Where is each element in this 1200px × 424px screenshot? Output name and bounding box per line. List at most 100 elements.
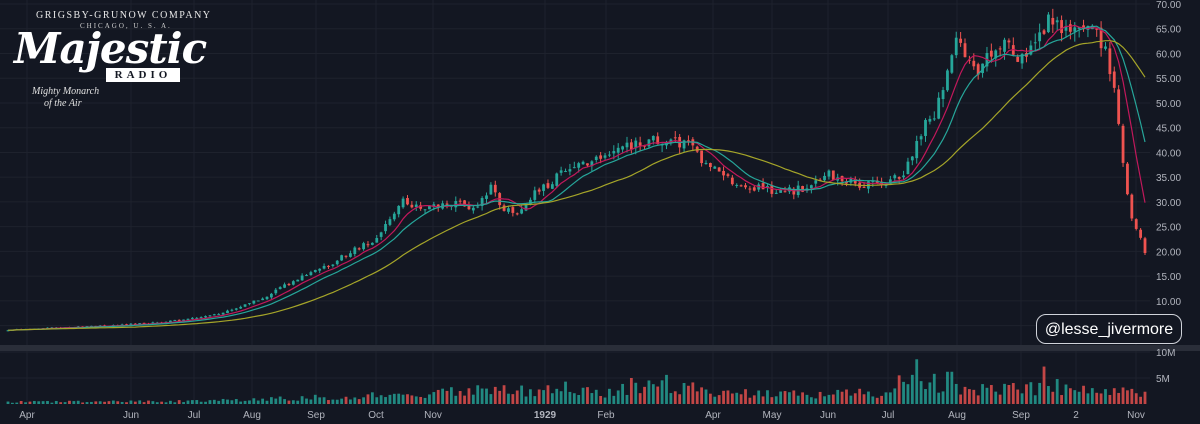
candle-body bbox=[752, 187, 756, 191]
volume-bar bbox=[221, 398, 225, 404]
candle-body bbox=[625, 142, 629, 148]
volume-bar bbox=[766, 390, 769, 404]
volume-bar bbox=[1047, 386, 1050, 404]
candle-body bbox=[924, 119, 927, 136]
volume-axis[interactable]: 10M 5M bbox=[1156, 348, 1175, 385]
candle-body bbox=[309, 272, 313, 276]
volume-bar bbox=[853, 393, 857, 404]
pane-separator[interactable] bbox=[0, 345, 1200, 351]
volume-bar bbox=[76, 400, 80, 404]
volume-bar bbox=[884, 392, 888, 404]
candle-body bbox=[779, 189, 783, 193]
volume-bar bbox=[915, 359, 919, 404]
volume-bar bbox=[994, 391, 998, 404]
time-tick-label: Jul bbox=[882, 410, 895, 421]
volume-bar bbox=[291, 400, 295, 404]
candle-body bbox=[379, 232, 383, 237]
volume-bar bbox=[1104, 389, 1107, 404]
volume-bar bbox=[274, 398, 278, 404]
volume-bar bbox=[546, 385, 550, 404]
volume-bar bbox=[1126, 390, 1129, 404]
candle-body bbox=[1029, 45, 1033, 55]
volume-bar bbox=[897, 375, 901, 404]
volume-bar bbox=[98, 401, 102, 404]
volume-bar bbox=[1143, 391, 1147, 404]
candle-body bbox=[801, 186, 804, 192]
candle-body bbox=[748, 188, 752, 190]
volume-bar bbox=[616, 390, 620, 404]
volume-bar bbox=[1029, 382, 1033, 404]
candle-body bbox=[313, 270, 317, 273]
price-tick-label: 45.00 bbox=[1156, 124, 1181, 135]
candle-body bbox=[739, 185, 743, 187]
candle-body bbox=[638, 142, 642, 146]
volume-bar bbox=[608, 388, 611, 404]
volume-bar bbox=[252, 398, 256, 404]
price-tick-label: 15.00 bbox=[1156, 272, 1181, 283]
volume-bar bbox=[265, 400, 269, 404]
candle-body bbox=[682, 140, 686, 149]
volume-bar bbox=[1121, 387, 1125, 404]
candle-body bbox=[599, 155, 603, 159]
volume-bar bbox=[335, 399, 339, 404]
candle-body bbox=[432, 204, 436, 207]
candle-body bbox=[283, 284, 286, 288]
volume-bar bbox=[700, 387, 704, 404]
volume-bar bbox=[555, 388, 559, 404]
volume-bar bbox=[1077, 391, 1081, 404]
price-tick-label: 70.00 bbox=[1156, 0, 1181, 11]
volume-bar bbox=[586, 387, 589, 404]
candle-body bbox=[888, 179, 892, 184]
price-tick-label: 40.00 bbox=[1156, 148, 1181, 159]
time-tick-label: Apr bbox=[19, 410, 35, 421]
volume-bar bbox=[463, 395, 466, 404]
volume-bar bbox=[230, 400, 234, 404]
time-axis[interactable]: Apr Jun Jul Aug Sep Oct Nov 1929 Feb Apr May Jun Jul… bbox=[19, 410, 1145, 421]
candle-body bbox=[423, 209, 427, 211]
candle-body bbox=[1064, 26, 1068, 31]
volume-bar bbox=[937, 392, 941, 404]
volume-bar bbox=[296, 400, 300, 404]
volume-bar bbox=[436, 389, 440, 404]
candle-body bbox=[476, 206, 480, 208]
candle-body bbox=[546, 183, 550, 188]
candle-body bbox=[537, 189, 541, 192]
volume-bar bbox=[24, 402, 27, 404]
volume-bar bbox=[625, 394, 629, 404]
volume-bar bbox=[932, 373, 936, 404]
volume-bar bbox=[1108, 394, 1112, 404]
candle-body bbox=[406, 198, 409, 205]
volume-bar bbox=[401, 394, 405, 404]
candle-body bbox=[190, 317, 194, 319]
candle-body bbox=[252, 300, 256, 304]
volume-bar bbox=[133, 401, 137, 404]
majestic-radio-logo: GRIGSBY-GRUNOW COMPANY CHICAGO, U. S. A.… bbox=[10, 10, 210, 110]
candle-body bbox=[327, 265, 330, 267]
candle-body bbox=[507, 208, 510, 212]
volume-bar bbox=[217, 400, 221, 404]
volume-bar bbox=[713, 396, 717, 404]
volume-bar bbox=[1020, 393, 1024, 404]
volume-bar bbox=[344, 396, 348, 404]
volume-bar bbox=[489, 394, 493, 404]
candle-body bbox=[1047, 14, 1050, 33]
volume-bar bbox=[322, 397, 326, 404]
volume-bar bbox=[550, 393, 554, 404]
candle-body bbox=[1082, 25, 1085, 30]
ma-slow-line bbox=[7, 40, 1146, 331]
volume-bar bbox=[226, 399, 229, 404]
volume-bar bbox=[823, 396, 826, 404]
candle-body bbox=[1143, 238, 1147, 254]
candle-body bbox=[814, 180, 818, 184]
price-axis[interactable]: 70.00 65.00 60.00 55.00 50.00 45.00 40.00 35.00… bbox=[1156, 0, 1181, 333]
moving-averages bbox=[7, 24, 1146, 331]
volume-bar bbox=[1117, 392, 1121, 404]
candle-body bbox=[1104, 46, 1107, 49]
volume-bar bbox=[972, 389, 976, 404]
candle-body bbox=[463, 200, 466, 207]
candle-body bbox=[1108, 48, 1112, 75]
volume-bar bbox=[32, 400, 36, 404]
volume-bar bbox=[182, 402, 185, 404]
candle-body bbox=[717, 167, 721, 172]
